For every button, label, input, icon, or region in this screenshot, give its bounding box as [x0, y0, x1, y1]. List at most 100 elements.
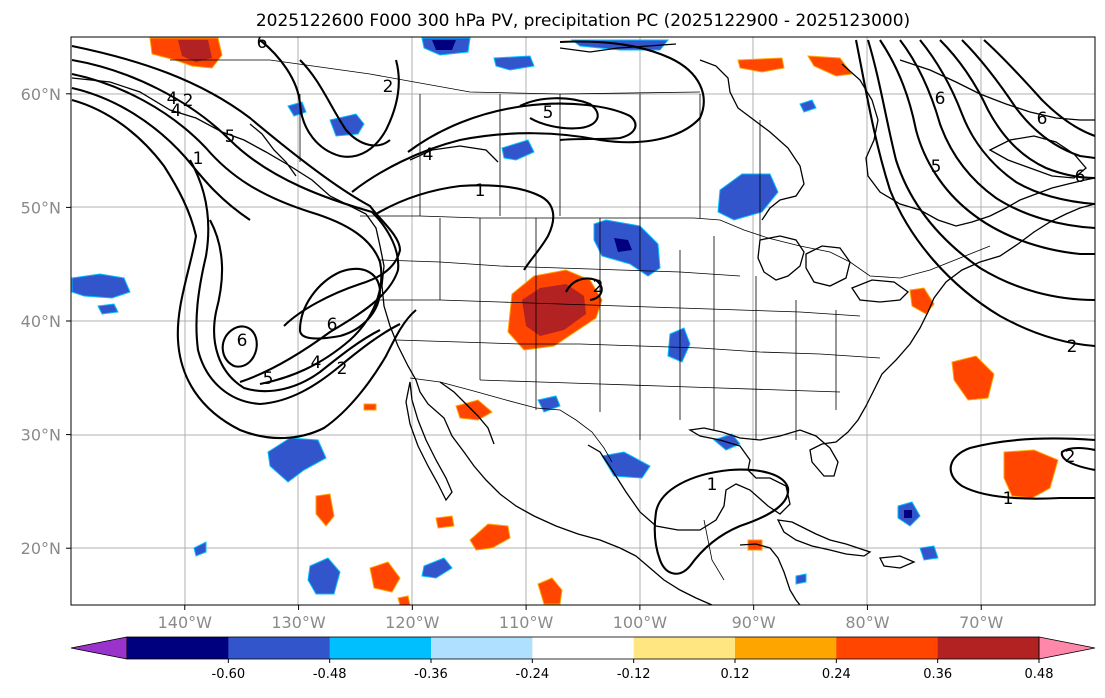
contour-label: 6 [327, 315, 338, 335]
precip-positive-patch [1003, 449, 1059, 499]
atlantic-gulf-coastline [587, 203, 1095, 531]
state-border [439, 218, 837, 440]
contour-label: 5 [543, 103, 554, 123]
colorbar-tick-label: -0.24 [516, 667, 550, 682]
hudson-bay-coastline [699, 59, 805, 221]
pv-contour [899, 39, 1095, 230]
colorbar-bin [329, 637, 432, 659]
pv-contour [854, 39, 1095, 348]
precip-positive-patch [537, 577, 563, 605]
pv-contour [71, 58, 400, 383]
state-border [479, 379, 841, 393]
precip-strong-negative-patch [614, 238, 632, 252]
colorbar-tick-label: 0.24 [822, 667, 851, 682]
lat-tick-label: 60°N [21, 85, 61, 104]
contour-label: 4 [171, 101, 182, 121]
lon-tick-label: 80°W [845, 613, 889, 632]
contour-label: 6 [257, 33, 268, 53]
pv-contour [299, 59, 391, 147]
pv-contour [375, 184, 555, 271]
precip-positive-patch [435, 515, 455, 529]
colorbar-bin [836, 637, 939, 659]
contour-label: 6 [1037, 109, 1048, 129]
baja-california-coastline [405, 381, 453, 502]
mexico-guatemala-border [703, 519, 725, 581]
lat-tick-label: 20°N [21, 539, 61, 558]
pv-contour [866, 39, 1095, 302]
precip-negative-patch [501, 139, 535, 161]
colorbar-bin [735, 637, 837, 659]
precip-strong-positive-patch [522, 284, 586, 336]
precip-negative-patch [601, 451, 651, 479]
contour-label: 1 [475, 181, 486, 201]
colorbar-tick-label: -0.60 [212, 667, 246, 682]
arctic-coastline [559, 43, 677, 53]
pv-contour [519, 97, 599, 130]
precip-positive-patch [397, 595, 411, 605]
colorbar-bin [532, 637, 635, 659]
colorbar-bin [127, 637, 229, 659]
contour-label: 2 [593, 277, 604, 297]
pv-contour [949, 437, 1095, 500]
alaska-panhandle-coastline [249, 123, 297, 177]
colorbar-tick-label: -0.12 [617, 667, 651, 682]
contour-label: 6 [237, 331, 248, 351]
precip-positive-patch [369, 561, 401, 593]
colorbar-tick-label: 0.36 [923, 667, 952, 682]
pv-contour [221, 325, 258, 368]
lat-tick-label: 50°N [21, 198, 61, 217]
precip-strong-negative-patch [904, 510, 912, 518]
pv-contour [939, 39, 1095, 180]
contour-label: 1 [1003, 489, 1014, 509]
precip-positive-patch [363, 403, 377, 411]
pv-contour [961, 39, 1095, 160]
precip-negative-patch [717, 173, 779, 221]
map-panel: 1 2 4 5 6 2 1 4 2 4 5 6 6 5 4 2 6 5 6 6 … [71, 33, 1095, 605]
pv-contour [209, 219, 381, 393]
territory-border [170, 59, 701, 95]
contour-label: 2 [383, 77, 394, 97]
pv-contour [919, 39, 1095, 206]
colorbar-bin [937, 637, 1040, 659]
precip-positive-patch [315, 493, 335, 527]
pv-contour [71, 86, 251, 221]
contour-label: 1 [707, 475, 718, 495]
colorbar-bin [431, 637, 533, 659]
contour-label: 2 [1065, 447, 1076, 467]
pv-contour [189, 159, 401, 406]
great-lakes-shoreline [757, 235, 805, 281]
pv-contour [407, 102, 637, 153]
contour-label: 6 [1075, 167, 1086, 187]
pv-contour [71, 72, 383, 386]
longitude-axis: 140°W 130°W 120°W 110°W 100°W 90°W 80°W 70°W [158, 605, 1003, 632]
contour-label: 4 [423, 145, 434, 165]
figure-title: 2025122600 F000 300 hPa PV, precipitatio… [256, 11, 910, 31]
coastlines [71, 43, 1095, 605]
us-canada-border [360, 215, 991, 279]
pv-contour [565, 277, 603, 302]
colorbar-outline [126, 636, 1040, 660]
contour-label: 2 [183, 91, 194, 111]
precip-negative-patch [307, 557, 341, 595]
state-border [380, 299, 861, 317]
colorbar-tick-label: -0.48 [313, 667, 347, 682]
us-mexico-border [409, 377, 613, 463]
cuba-coastline [776, 519, 872, 557]
pv-contour [71, 44, 402, 327]
precip-negative-patch [267, 437, 327, 483]
precip-positive-patch [807, 55, 853, 77]
precip-positive-patch [909, 287, 935, 315]
lat-tick-label: 40°N [21, 312, 61, 331]
contour-label: 5 [263, 369, 274, 389]
latitude-axis: 60°N 50°N 40°N 30°N 20°N [21, 85, 71, 558]
lon-tick-label: 110°W [499, 613, 554, 632]
precip-strong-negative-patch [432, 40, 456, 50]
central-america-coastline [739, 543, 801, 605]
baffin-coastline [899, 59, 1095, 121]
contour-label: 5 [225, 127, 236, 147]
colorbar-bin [633, 637, 736, 659]
precip-negative-patch [421, 557, 453, 579]
precip-negative-patch [919, 545, 939, 561]
gulf-of-california-coastline [439, 381, 495, 445]
